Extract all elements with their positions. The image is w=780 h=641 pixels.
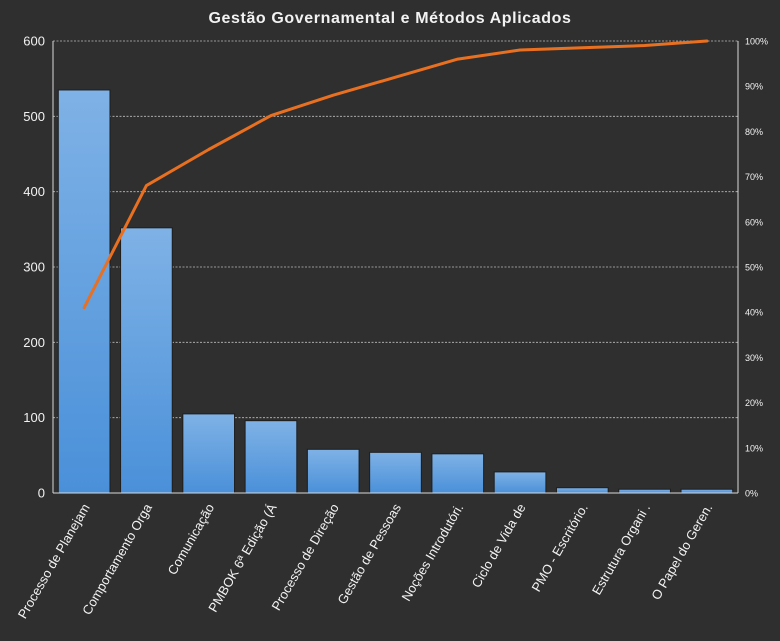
x-tick-label: Processo de Planejam xyxy=(15,501,93,621)
bars xyxy=(57,89,734,494)
bar xyxy=(306,448,360,494)
chart-title: Gestão Governamental e Métodos Aplicados xyxy=(208,10,571,27)
x-tick-label: O Papel do Geren. xyxy=(648,501,715,602)
x-tick-label: Ciclo de Vida de xyxy=(468,501,528,590)
y-tick-label: 200 xyxy=(23,335,45,350)
bar xyxy=(120,227,173,494)
x-tick-label: Processo de Direção xyxy=(268,501,341,613)
bar xyxy=(244,420,298,494)
bar xyxy=(431,453,485,494)
y2-tick-label: 90% xyxy=(745,82,763,92)
bar xyxy=(182,413,236,494)
y2-tick-label: 50% xyxy=(745,263,763,273)
gridlines xyxy=(53,40,738,419)
y2-tick-label: 0% xyxy=(745,489,758,499)
y2-tick-label: 30% xyxy=(745,353,763,363)
x-tick-label: Estrutura Organi . xyxy=(589,501,653,597)
y2-tick-label: 20% xyxy=(745,398,763,408)
bar xyxy=(369,451,422,494)
y2-tick-label: 40% xyxy=(745,308,763,318)
x-tick-label: Comportamento Orga xyxy=(79,500,155,617)
x-tick-label: Comunicação xyxy=(165,501,218,577)
bar xyxy=(680,488,734,494)
bar xyxy=(618,488,671,494)
y2-tick-label: 80% xyxy=(745,127,763,137)
y-tick-label: 400 xyxy=(23,184,45,199)
cumulative-line-layer xyxy=(82,39,709,310)
y2-tick-label: 10% xyxy=(745,443,763,453)
x-tick-label: Noções Introdutóri. xyxy=(398,501,466,604)
y-tick-label: 0 xyxy=(38,486,45,501)
bar xyxy=(493,471,547,494)
x-tick-label: Gestão de Pessoas xyxy=(334,501,404,607)
bar xyxy=(57,89,111,494)
cumulative-line xyxy=(82,39,709,310)
y2-tick-label: 70% xyxy=(745,172,763,182)
bar xyxy=(555,487,609,494)
x-tick-label: PMBOK 6ª Edição (Á xyxy=(205,501,279,615)
axes xyxy=(52,41,739,494)
y-tick-label: 500 xyxy=(23,109,45,124)
x-tick-label: PMO - Escritório. xyxy=(528,501,590,594)
y2-tick-label: 60% xyxy=(745,217,763,227)
y-tick-label: 100 xyxy=(23,410,45,425)
y-tick-label: 300 xyxy=(23,260,45,275)
y2-tick-label: 100% xyxy=(745,37,768,47)
y-tick-label: 600 xyxy=(23,34,45,49)
